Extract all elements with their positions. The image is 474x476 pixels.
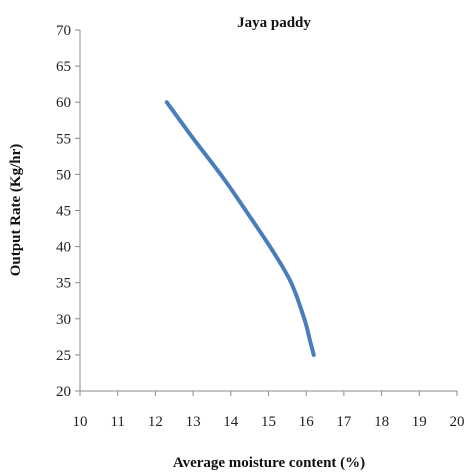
y-axis: 20 25 30 35 40 45 50 55 60 65 70 xyxy=(56,23,81,400)
y-tick-label: 55 xyxy=(56,131,71,147)
x-tick-label: 13 xyxy=(186,414,201,430)
y-tick-label: 45 xyxy=(56,204,71,220)
x-tick-label: 19 xyxy=(412,414,427,430)
series-line xyxy=(164,100,316,357)
y-tick-label: 65 xyxy=(56,59,71,75)
x-tick-label: 14 xyxy=(223,414,239,430)
x-tick-label: 12 xyxy=(148,414,163,430)
y-tick-label: 20 xyxy=(56,384,71,400)
x-axis-label: Average moisture content (%) xyxy=(173,455,365,471)
x-tick-label: 11 xyxy=(110,414,124,430)
x-tick-label: 20 xyxy=(450,414,465,430)
x-tick-label: 16 xyxy=(299,414,315,430)
y-tick-label: 35 xyxy=(56,276,71,292)
y-tick-label: 70 xyxy=(56,23,71,39)
x-axis: 10 11 12 13 14 15 16 17 18 19 20 xyxy=(73,390,465,430)
series-layer xyxy=(164,100,316,357)
y-axis-label: Output Rate (Kg/hr) xyxy=(8,144,24,277)
x-tick-label: 17 xyxy=(336,414,352,430)
y-tick-label: 30 xyxy=(56,312,71,328)
y-tick-label: 50 xyxy=(56,167,71,183)
x-tick-label: 18 xyxy=(374,414,389,430)
chart-title: Jaya paddy xyxy=(237,15,311,31)
y-tick-label: 60 xyxy=(56,95,71,111)
y-tick-label: 40 xyxy=(56,240,71,256)
x-tick-label: 15 xyxy=(261,414,276,430)
x-tick-label: 10 xyxy=(73,414,88,430)
y-tick-label: 25 xyxy=(56,348,71,364)
